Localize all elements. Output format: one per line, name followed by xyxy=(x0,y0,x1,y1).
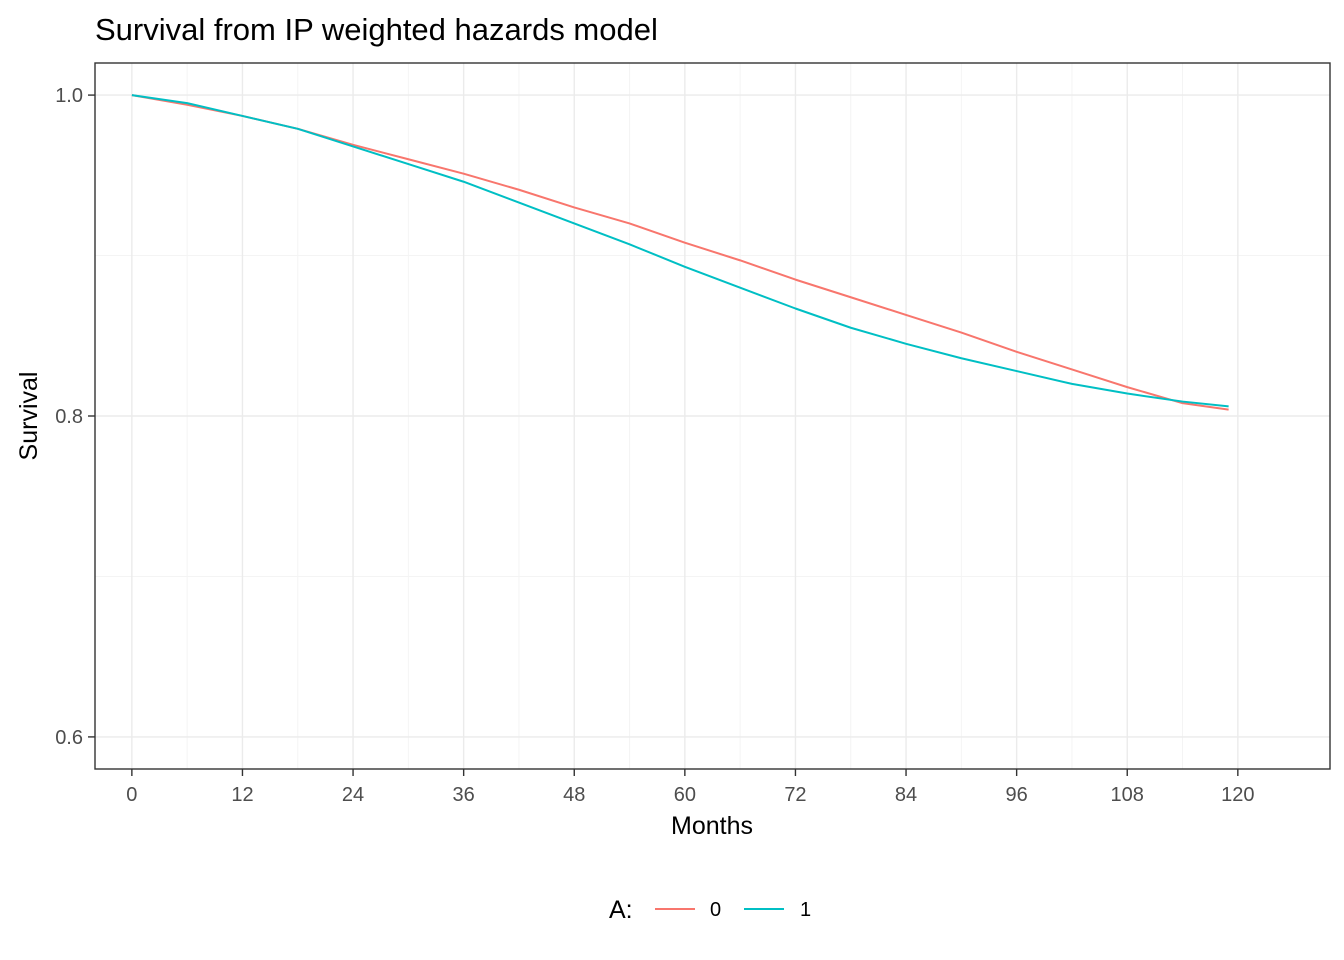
series-lines xyxy=(131,94,1229,411)
y-tick-label: 0.8 xyxy=(55,406,83,428)
x-tick-label: 120 xyxy=(1221,784,1254,806)
x-tick-label: 36 xyxy=(453,784,475,806)
x-tick-label: 48 xyxy=(563,784,585,806)
y-axis-title: Survival xyxy=(15,372,43,461)
legend-title: A: xyxy=(609,896,633,924)
legend-label-series-1: 1 xyxy=(800,899,811,921)
x-tick-label: 12 xyxy=(231,784,253,806)
legend: A: 0 1 xyxy=(609,896,811,924)
x-tick-label: 84 xyxy=(895,784,917,806)
y-axis: 0.6 0.8 1.0 xyxy=(55,85,95,749)
x-tick-label: 24 xyxy=(342,784,364,806)
series-line-1 xyxy=(131,94,1229,408)
series-line-0 xyxy=(131,94,1229,411)
x-tick-label: 72 xyxy=(784,784,806,806)
x-axis: 0 12 24 36 48 60 72 84 96 108 120 xyxy=(126,769,1255,806)
y-tick-label: 1.0 xyxy=(55,85,83,107)
x-tick-label: 108 xyxy=(1111,784,1144,806)
x-axis-title: Months xyxy=(671,812,753,840)
x-tick-label: 96 xyxy=(1006,784,1028,806)
major-grid xyxy=(95,63,1330,769)
x-tick-label: 0 xyxy=(126,784,137,806)
legend-label-series-0: 0 xyxy=(710,899,721,921)
chart-title: Survival from IP weighted hazards model xyxy=(95,12,658,47)
x-tick-label: 60 xyxy=(674,784,696,806)
y-tick-label: 0.6 xyxy=(55,727,83,749)
